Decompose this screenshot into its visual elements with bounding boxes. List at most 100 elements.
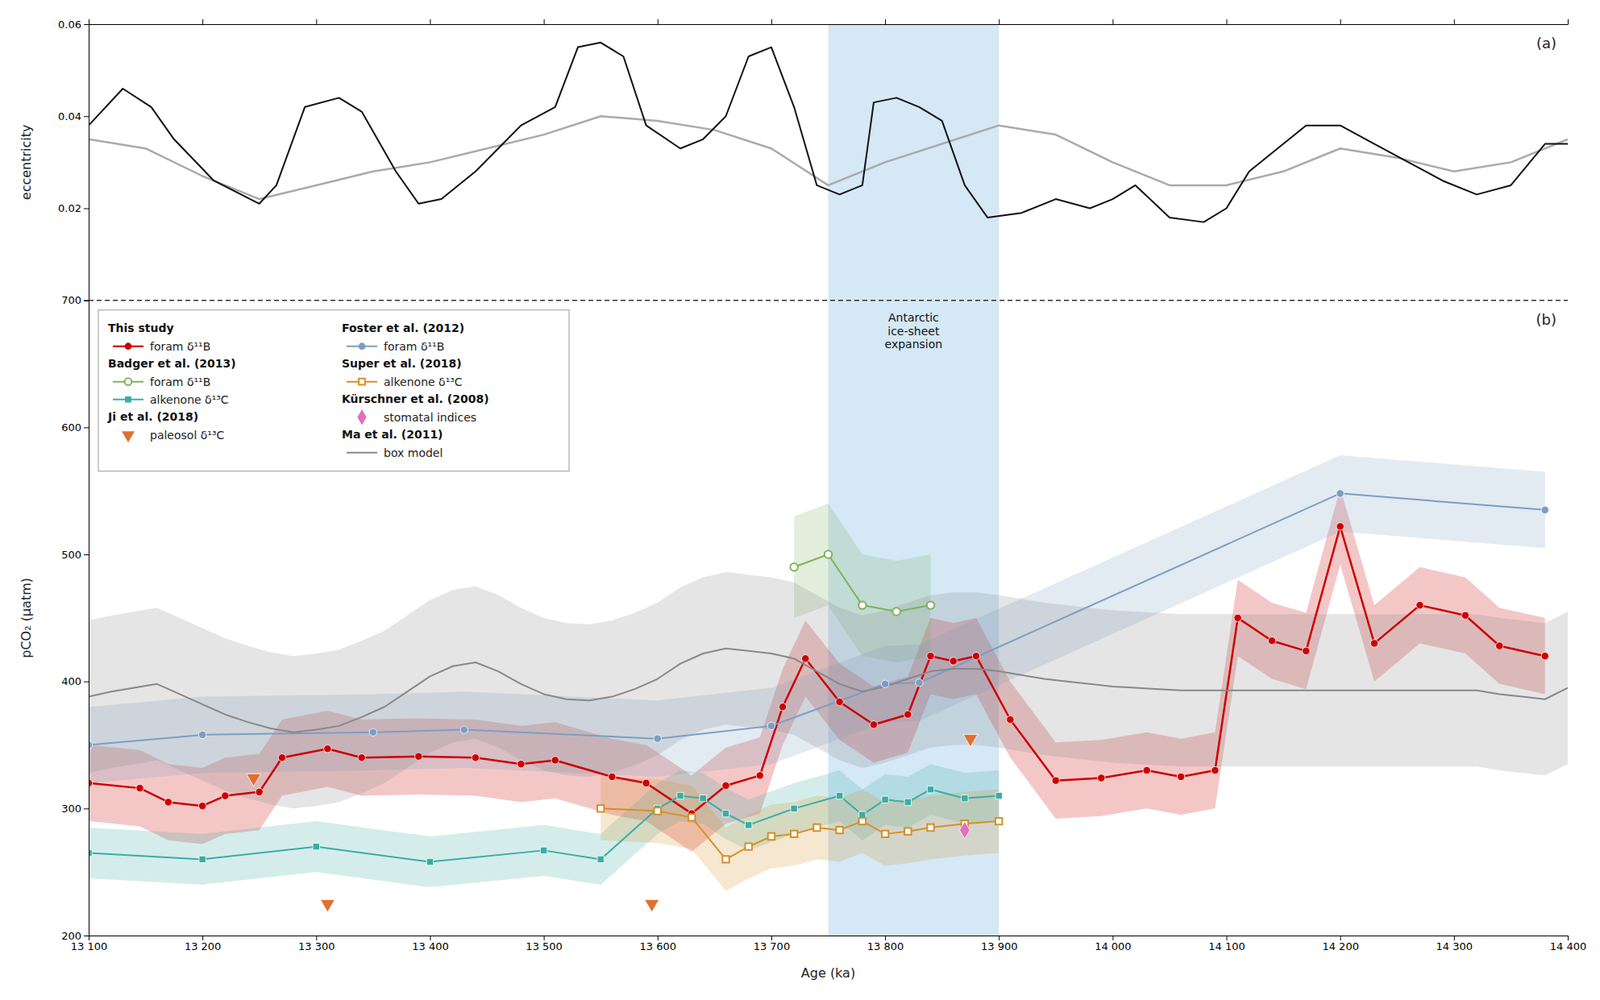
region-label-line: ice-sheet <box>887 324 940 338</box>
plot-area <box>88 300 1568 936</box>
point <box>835 827 843 834</box>
tick-mark <box>998 19 1000 25</box>
y-axis: 0.020.040.06 <box>58 18 89 302</box>
tick-mark <box>429 19 431 25</box>
tick-label: 300 <box>61 802 82 815</box>
tick: 13 600 <box>640 935 678 953</box>
tick-mark <box>83 681 89 683</box>
point <box>699 795 707 803</box>
point <box>1176 772 1185 781</box>
tick-label: 500 <box>61 548 82 562</box>
tick: 13 200 <box>184 935 222 953</box>
tick-mark <box>1340 935 1342 941</box>
point <box>136 784 144 792</box>
point <box>722 856 729 863</box>
tick-label: 400 <box>61 675 82 688</box>
lines <box>88 493 1568 862</box>
series-line <box>88 526 1546 814</box>
tick-label: 700 <box>61 294 82 307</box>
point <box>859 818 866 825</box>
legend-marker <box>358 342 366 350</box>
tick <box>1567 19 1569 25</box>
tick-mark <box>1226 19 1228 25</box>
point <box>357 754 366 762</box>
tick-mark <box>1454 19 1455 25</box>
point <box>415 752 423 761</box>
tick-mark <box>202 935 204 941</box>
point <box>963 734 978 748</box>
series-line <box>600 808 999 860</box>
point <box>1336 490 1344 498</box>
point <box>164 798 172 807</box>
tick-label: 13 400 <box>411 940 449 953</box>
panel: 13 10013 20013 30013 40013 50013 60013 7… <box>18 294 1587 981</box>
legend-marker <box>358 378 366 386</box>
point <box>597 805 604 812</box>
point <box>369 728 377 736</box>
point <box>1541 652 1549 660</box>
point <box>813 824 820 832</box>
point <box>654 807 661 815</box>
chart: 0.020.040.06eccentricity(a)13 10013 2001… <box>0 0 1600 1000</box>
tick-mark <box>1226 935 1228 941</box>
tick-mark <box>83 207 89 209</box>
point <box>756 772 764 780</box>
tick-label: 0.04 <box>58 110 82 123</box>
point <box>688 814 695 821</box>
tick-label: 13 700 <box>753 940 791 953</box>
tick: 0.04 <box>58 110 89 123</box>
tick: 13 400 <box>411 935 449 953</box>
point <box>961 795 969 803</box>
tick-label: 14 100 <box>1208 940 1246 953</box>
point <box>926 652 935 660</box>
legend-label: box model <box>383 446 443 460</box>
point <box>858 601 866 609</box>
point <box>972 652 980 660</box>
panel: 0.020.040.06eccentricity(a) <box>18 18 1569 302</box>
tick-mark <box>1567 19 1569 25</box>
point <box>517 760 525 768</box>
point <box>198 802 206 810</box>
tick-mark <box>657 935 659 941</box>
tick-label: 13 300 <box>298 940 336 953</box>
legend-label: alkenone δ¹³C <box>149 393 229 407</box>
point <box>722 781 730 790</box>
point <box>1496 642 1504 650</box>
axis-line <box>83 300 90 936</box>
point <box>722 810 729 817</box>
tick-mark <box>83 808 89 810</box>
point <box>1416 601 1424 609</box>
series-line <box>88 648 1568 733</box>
tick <box>202 19 204 25</box>
series-line <box>88 493 1546 745</box>
tick-mark <box>998 935 1000 941</box>
tick: 400 <box>61 675 89 688</box>
point <box>221 792 229 800</box>
point <box>835 698 844 706</box>
point <box>320 899 335 913</box>
y-axis-title: pCO₂ (µatm) <box>18 577 34 659</box>
legend-swatch <box>346 452 378 454</box>
point <box>778 703 786 711</box>
annotation: (b) <box>1536 311 1557 329</box>
tick-mark <box>771 935 773 941</box>
tick <box>315 19 317 25</box>
tick: 14 000 <box>1094 935 1132 953</box>
tick-mark <box>315 935 317 941</box>
tick-mark <box>1454 935 1455 941</box>
point <box>904 710 912 719</box>
tick-mark <box>83 116 89 117</box>
tick: 13 300 <box>298 935 336 953</box>
point <box>1541 506 1549 514</box>
point <box>1336 523 1344 531</box>
point <box>892 607 900 616</box>
tick: 500 <box>61 548 89 562</box>
tick: 14 200 <box>1321 935 1359 953</box>
tick <box>1340 19 1342 25</box>
point <box>1370 640 1378 648</box>
tick-label: 14 300 <box>1436 940 1474 953</box>
tick-mark <box>885 935 886 941</box>
tick: 13 900 <box>980 935 1019 953</box>
point <box>995 818 1002 825</box>
point <box>926 824 934 832</box>
